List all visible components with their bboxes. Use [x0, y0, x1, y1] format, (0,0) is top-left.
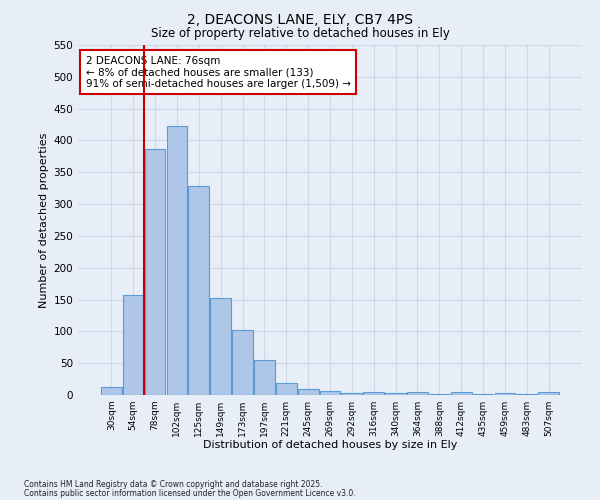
Bar: [254, 360, 275, 395]
Y-axis label: Number of detached properties: Number of detached properties: [39, 132, 49, 308]
Bar: [123, 295, 143, 395]
Bar: [276, 383, 296, 395]
Bar: [385, 393, 406, 395]
Bar: [101, 386, 122, 395]
Bar: [473, 394, 493, 395]
Bar: [429, 394, 450, 395]
Bar: [407, 392, 428, 395]
Bar: [538, 392, 559, 395]
Bar: [320, 391, 340, 395]
Bar: [188, 186, 209, 395]
Bar: [210, 298, 231, 395]
Bar: [451, 392, 472, 395]
Bar: [494, 393, 515, 395]
Bar: [145, 150, 166, 395]
Bar: [232, 330, 253, 395]
Bar: [298, 388, 319, 395]
Text: 2 DEACONS LANE: 76sqm
← 8% of detached houses are smaller (133)
91% of semi-deta: 2 DEACONS LANE: 76sqm ← 8% of detached h…: [86, 56, 350, 88]
Text: Contains public sector information licensed under the Open Government Licence v3: Contains public sector information licen…: [24, 489, 356, 498]
Bar: [364, 392, 384, 395]
Text: Size of property relative to detached houses in Ely: Size of property relative to detached ho…: [151, 28, 449, 40]
Bar: [167, 126, 187, 395]
X-axis label: Distribution of detached houses by size in Ely: Distribution of detached houses by size …: [203, 440, 457, 450]
Bar: [517, 394, 537, 395]
Bar: [341, 393, 362, 395]
Text: Contains HM Land Registry data © Crown copyright and database right 2025.: Contains HM Land Registry data © Crown c…: [24, 480, 323, 489]
Text: 2, DEACONS LANE, ELY, CB7 4PS: 2, DEACONS LANE, ELY, CB7 4PS: [187, 12, 413, 26]
